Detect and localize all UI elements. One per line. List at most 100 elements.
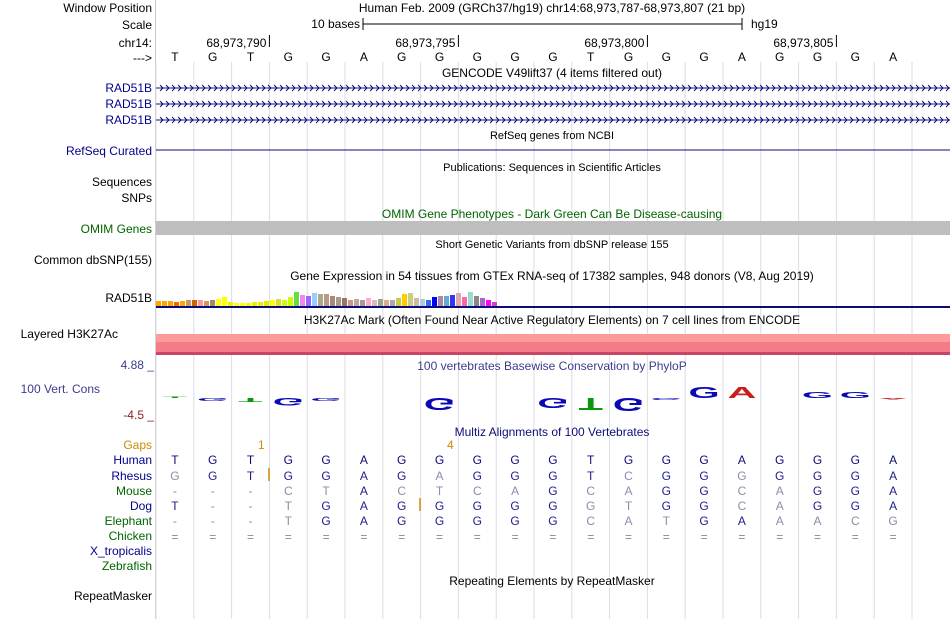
- species-rhesus[interactable]: Rhesus: [111, 469, 152, 483]
- gtex-tissue-bar[interactable]: [342, 298, 347, 306]
- gtex-tissue-bar[interactable]: [168, 301, 173, 306]
- gtex-tissue-bar[interactable]: [234, 303, 239, 306]
- omim-label[interactable]: OMIM Genes: [80, 222, 152, 236]
- gtex-tissue-bar[interactable]: [312, 293, 317, 306]
- gtex-tissue-bar[interactable]: [294, 292, 299, 306]
- gtex-tissue-bar[interactable]: [306, 296, 311, 306]
- gtex-tissue-bar[interactable]: [336, 297, 341, 306]
- gtex-tissue-bar[interactable]: [258, 302, 263, 306]
- multiz-base: G: [321, 469, 330, 483]
- gtex-tissue-bar[interactable]: [360, 300, 365, 306]
- gtex-tissue-bar[interactable]: [276, 299, 281, 306]
- gtex-tissue-bar[interactable]: [210, 300, 215, 306]
- gtex-tissue-bar[interactable]: [264, 301, 269, 306]
- multiz-base: A: [738, 514, 746, 528]
- ruler-position-text: Human Feb. 2009 (GRCh37/hg19) chr14:68,9…: [359, 1, 745, 15]
- gtex-tissue-bars[interactable]: [156, 292, 515, 306]
- gtex-tissue-bar[interactable]: [390, 300, 395, 306]
- h3k27ac-signal-top[interactable]: [156, 334, 950, 342]
- publications-label-sequences[interactable]: Sequences: [91, 175, 152, 189]
- multiz-base: G: [699, 469, 708, 483]
- gtex-tissue-bar[interactable]: [282, 300, 287, 306]
- gtex-tissue-bar[interactable]: [216, 299, 221, 306]
- gtex-tissue-bar[interactable]: [198, 300, 203, 306]
- gencode-gene-lines[interactable]: [156, 84, 950, 124]
- gtex-tissue-bar[interactable]: [318, 294, 323, 306]
- gtex-tissue-bar[interactable]: [432, 297, 437, 306]
- gtex-tissue-bar[interactable]: [456, 293, 461, 306]
- species-elephant[interactable]: Elephant: [104, 514, 152, 528]
- gtex-tissue-bar[interactable]: [408, 293, 413, 306]
- gtex-tissue-bar[interactable]: [414, 298, 419, 306]
- gtex-tissue-bar[interactable]: [438, 296, 443, 306]
- refseq-label[interactable]: RefSeq Curated: [65, 144, 152, 158]
- multiz-alignment-rows[interactable]: T G T G G A G G G G G T G G G A G G G AG G T G G A G A G G G T C G G G G G G A…: [170, 453, 898, 544]
- gtex-tissue-bar[interactable]: [378, 299, 383, 306]
- sequence-base: T: [247, 50, 255, 64]
- gtex-tissue-bar[interactable]: [420, 299, 425, 306]
- gtex-tissue-bar[interactable]: [372, 300, 377, 306]
- gtex-tissue-bar[interactable]: [510, 303, 515, 306]
- gtex-tissue-bar[interactable]: [204, 301, 209, 306]
- species-x-tropicalis[interactable]: X_tropicalis: [89, 544, 152, 558]
- gtex-tissue-bar[interactable]: [492, 302, 497, 306]
- publications-label-snps[interactable]: SNPs: [121, 191, 152, 205]
- gtex-tissue-bar[interactable]: [174, 302, 179, 306]
- multiz-base: A: [813, 514, 821, 528]
- gtex-tissue-bar[interactable]: [450, 295, 455, 306]
- gtex-tissue-bar[interactable]: [270, 300, 275, 306]
- multiz-base: A: [776, 499, 784, 513]
- species-chicken[interactable]: Chicken: [108, 529, 152, 543]
- gtex-tissue-bar[interactable]: [444, 296, 449, 306]
- sequence-base: G: [284, 50, 293, 64]
- dbsnp-label[interactable]: Common dbSNP(155): [33, 253, 152, 267]
- gtex-tissue-bar[interactable]: [354, 299, 359, 306]
- repeatmasker-label[interactable]: RepeatMasker: [73, 589, 152, 603]
- gtex-tissue-bar[interactable]: [468, 292, 473, 306]
- gtex-tissue-bar[interactable]: [348, 300, 353, 306]
- gtex-tissue-bar[interactable]: [300, 295, 305, 306]
- phylop-label[interactable]: 100 Vert. Cons: [20, 382, 100, 396]
- gencode-label-1[interactable]: RAD51B: [105, 81, 152, 95]
- gtex-tissue-bar[interactable]: [222, 297, 227, 306]
- h3k27ac-label[interactable]: Layered H3K27Ac: [20, 327, 118, 341]
- multiz-base: T: [171, 453, 179, 467]
- gtex-tissue-bar[interactable]: [162, 301, 167, 306]
- gtex-tissue-bar[interactable]: [402, 294, 407, 306]
- gtex-tissue-bar[interactable]: [480, 298, 485, 306]
- gtex-tissue-bar[interactable]: [252, 302, 257, 306]
- gtex-label[interactable]: RAD51B: [105, 291, 152, 305]
- gtex-tissue-bar[interactable]: [228, 302, 233, 306]
- species-human[interactable]: Human: [113, 453, 152, 467]
- gtex-tissue-bar[interactable]: [366, 298, 371, 306]
- species-zebrafish[interactable]: Zebrafish: [101, 559, 152, 573]
- gtex-tissue-bar[interactable]: [474, 296, 479, 306]
- gtex-tissue-bar[interactable]: [384, 300, 389, 306]
- gtex-tissue-bar[interactable]: [498, 303, 503, 306]
- gtex-tissue-bar[interactable]: [486, 300, 491, 306]
- gtex-tissue-bar[interactable]: [156, 301, 161, 306]
- gtex-tissue-bar[interactable]: [288, 297, 293, 306]
- gtex-tissue-bar[interactable]: [396, 298, 401, 306]
- species-dog[interactable]: Dog: [129, 499, 152, 513]
- gtex-tissue-bar[interactable]: [330, 296, 335, 306]
- gencode-label-3[interactable]: RAD51B: [105, 113, 152, 127]
- gtex-tissue-bar[interactable]: [180, 301, 185, 306]
- gtex-tissue-bar[interactable]: [426, 300, 431, 306]
- h3k27ac-signal-main[interactable]: [156, 342, 950, 352]
- gtex-tissue-bar[interactable]: [240, 303, 245, 306]
- gtex-tissue-bar[interactable]: [324, 294, 329, 306]
- species-mouse[interactable]: Mouse: [115, 484, 152, 498]
- gtex-tissue-bar[interactable]: [462, 297, 467, 306]
- gtex-tissue-bar[interactable]: [186, 300, 191, 306]
- gtex-tissue-bar[interactable]: [192, 300, 197, 306]
- multiz-base: G: [813, 469, 822, 483]
- omim-feature-bar[interactable]: [156, 221, 950, 235]
- svg-text:A: A: [879, 398, 908, 400]
- multiz-base: G: [851, 469, 860, 483]
- gtex-tissue-bar[interactable]: [246, 303, 251, 306]
- gencode-label-2[interactable]: RAD51B: [105, 97, 152, 111]
- gtex-tissue-bar[interactable]: [504, 304, 509, 306]
